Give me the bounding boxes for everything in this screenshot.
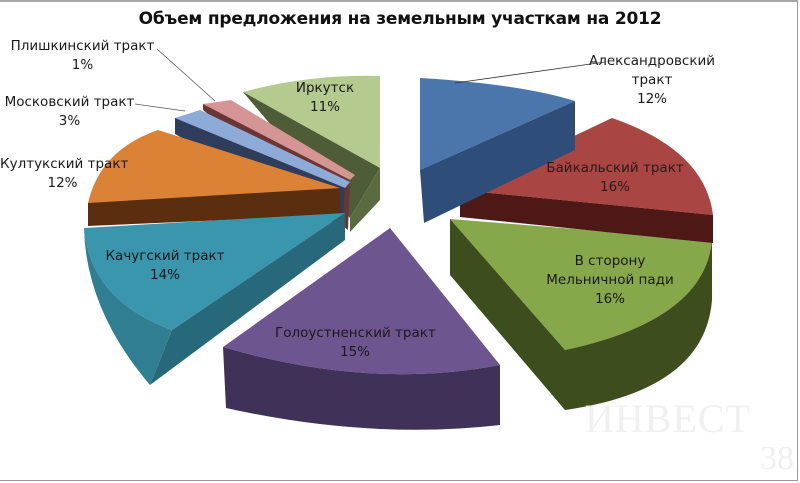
label-melnichnaya-name2: Мельничной пади xyxy=(546,272,674,288)
label-baikalsky-name: Байкальский тракт xyxy=(546,160,684,176)
label-moskovsky: Московский тракт 3% xyxy=(2,93,137,131)
slice-goloustnensky[interactable] xyxy=(223,228,500,430)
slice-kultuksky[interactable] xyxy=(88,130,340,226)
label-kachugsky-name: Качугский тракт xyxy=(105,248,225,264)
label-melnichnaya-name: В сторону xyxy=(574,253,646,269)
label-plishkinsky: Плишкинский тракт 1% xyxy=(10,37,155,75)
slice-baikalsky[interactable] xyxy=(460,118,713,243)
label-aleksandrovsky: Александровский тракт 12% xyxy=(577,52,727,109)
label-moskovsky-name: Московский тракт xyxy=(4,94,135,110)
label-aleksandrovsky-pct: 12% xyxy=(636,91,667,107)
leader-line-plishkinsky xyxy=(156,48,216,102)
watermark-number: 38 xyxy=(760,440,794,477)
label-kachugsky: Качугский тракт 14% xyxy=(95,247,235,285)
label-kultuksky-name: Култукский тракт xyxy=(0,156,129,172)
slice-aleksandrovsky[interactable] xyxy=(420,78,575,223)
chart-title: Объем предложения на земельным участкам … xyxy=(138,9,662,29)
label-melnichnaya-pct: 16% xyxy=(594,291,625,307)
label-goloustnensky-pct: 15% xyxy=(339,344,370,360)
label-melnichnaya: В сторону Мельничной пади 16% xyxy=(530,252,690,309)
label-plishkinsky-name: Плишкинский тракт xyxy=(10,38,155,54)
leader-line-aleksandrovsky xyxy=(454,61,606,84)
leader-line-moskovsky xyxy=(134,103,186,112)
label-baikalsky-pct: 16% xyxy=(599,179,630,195)
label-goloustnensky: Голоустненский тракт 15% xyxy=(275,324,436,362)
label-irkutsk: Иркутск 11% xyxy=(280,79,370,117)
label-aleksandrovsky-name2: тракт xyxy=(631,72,673,88)
slice-melnichnaya[interactable] xyxy=(450,219,712,410)
slice-kachugsky[interactable] xyxy=(84,213,345,385)
label-baikalsky: Байкальский тракт 16% xyxy=(540,159,690,197)
label-plishkinsky-pct: 1% xyxy=(71,57,94,73)
label-irkutsk-name: Иркутск xyxy=(295,80,355,96)
label-goloustnensky-name: Голоустненский тракт xyxy=(275,325,436,341)
label-kultuksky: Култукский тракт 12% xyxy=(0,155,129,193)
label-kachugsky-pct: 14% xyxy=(149,267,180,283)
watermark-text: ИНВЕСТ xyxy=(585,396,751,441)
label-moskovsky-pct: 3% xyxy=(58,113,81,129)
label-kultuksky-pct: 12% xyxy=(47,175,78,191)
label-irkutsk-pct: 11% xyxy=(309,99,340,115)
label-aleksandrovsky-name: Александровский xyxy=(588,53,716,69)
